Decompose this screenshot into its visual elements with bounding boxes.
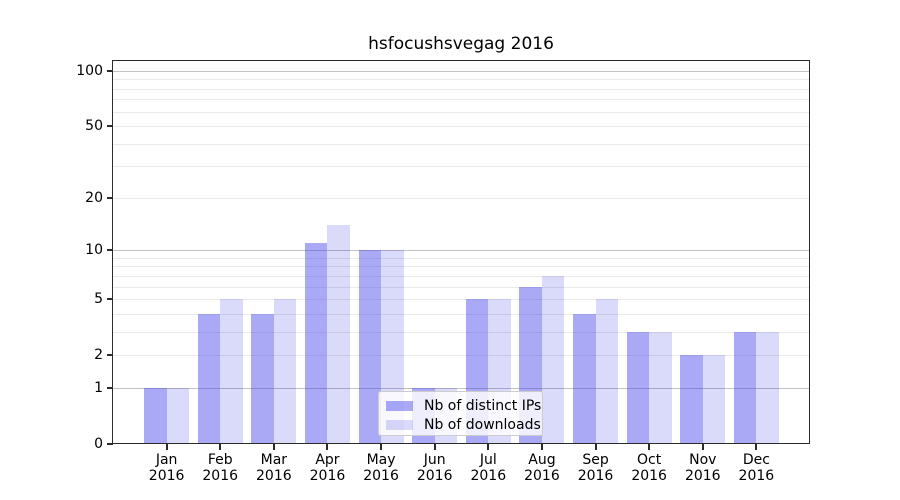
chart-title: hsfocushsvegag 2016 [368, 34, 554, 54]
x-tick-mark [540, 444, 543, 450]
x-tick-mark [380, 444, 383, 450]
gridline-minor [113, 197, 810, 199]
x-tick-label-month: May [366, 452, 396, 468]
y-tick-label: 1 [94, 379, 103, 396]
bar-downloads-nov [702, 355, 726, 444]
bar-ips-mar [251, 313, 274, 444]
x-tick-label-month: Jun [423, 452, 446, 468]
gridline-major [113, 250, 810, 252]
gridline-minor [113, 111, 810, 113]
x-tick-mark [701, 444, 704, 450]
x-tick-label-year: 2016 [738, 468, 775, 484]
bar-downloads-mar [273, 299, 297, 444]
x-tick-label-month: Jan [155, 452, 178, 468]
x-tick-label-year: 2016 [363, 468, 399, 484]
bar-ips-feb [197, 313, 221, 444]
x-tick-label-year: 2016 [470, 468, 507, 484]
gridline-minor [113, 331, 810, 333]
x-tick-label-year: 2016 [416, 468, 453, 484]
bar-downloads-oct [649, 331, 672, 444]
gridline-minor [113, 88, 810, 90]
gridline-minor [113, 257, 810, 259]
y-tick-label: 10 [85, 242, 103, 259]
y-tick-label: 20 [85, 189, 103, 206]
x-tick-label-year: 2016 [524, 468, 560, 484]
y-tick-mark [107, 125, 113, 128]
bar-ips-nov [680, 355, 703, 444]
gridline-minor [113, 313, 810, 315]
x-tick-mark [648, 444, 651, 450]
gridline-minor [113, 166, 810, 168]
x-tick-label-year: 2016 [684, 468, 721, 484]
gridline-minor [113, 143, 810, 145]
x-tick-label-month: Apr [315, 452, 340, 468]
y-tick-mark [107, 298, 113, 301]
y-tick-mark [107, 443, 113, 445]
y-tick-mark [107, 354, 113, 357]
legend-item-distinct-ips: Nb of distinct IPs [379, 396, 542, 415]
gridline-minor [113, 79, 810, 81]
bar-ips-oct [626, 331, 650, 444]
y-tick-label: 100 [76, 62, 103, 79]
y-tick-label: 2 [94, 347, 103, 364]
x-tick-mark [594, 444, 597, 450]
bar-ips-jan [144, 387, 167, 444]
gridline-minor [113, 126, 810, 128]
gridline-major [113, 70, 810, 72]
gridline-minor [113, 355, 810, 357]
y-tick-label: 0 [94, 436, 103, 452]
bar-ips-may [358, 250, 382, 444]
x-tick-mark [755, 444, 758, 450]
gridline-minor [113, 299, 810, 301]
x-tick-mark [219, 444, 222, 450]
bar-ips-dec [733, 331, 757, 444]
x-tick-label-month: Oct [637, 452, 662, 468]
x-tick-mark [165, 444, 168, 450]
x-tick-label-year: 2016 [631, 468, 667, 484]
x-tick-mark [487, 444, 490, 450]
x-tick-label-month: Jul [479, 452, 497, 468]
bar-downloads-sep [595, 299, 619, 444]
x-tick-label-month: Aug [528, 452, 556, 468]
y-tick-label: 50 [85, 118, 103, 135]
x-tick-label-month: Mar [260, 452, 288, 468]
legend-swatch-downloads [386, 419, 413, 430]
bar-downloads-dec [756, 331, 779, 444]
gridline-minor [113, 99, 810, 101]
x-tick-label-year: 2016 [256, 468, 292, 484]
x-tick-label-year: 2016 [309, 468, 346, 484]
x-tick-label-month: Feb [207, 452, 233, 468]
legend-swatch-distinct-ips [386, 400, 413, 411]
bar-downloads-feb [220, 299, 243, 444]
legend-item-downloads: Nb of downloads [379, 415, 542, 434]
legend: Nb of distinct IPs Nb of downloads [378, 391, 543, 436]
bar-downloads-apr [327, 225, 350, 444]
legend-label-downloads: Nb of downloads [424, 416, 541, 433]
y-tick-mark [107, 196, 113, 199]
bar-ips-sep [573, 313, 596, 444]
y-tick-mark [107, 69, 113, 72]
plot-area [113, 61, 810, 444]
x-tick-label-year: 2016 [577, 468, 614, 484]
gridline-minor [113, 275, 810, 277]
x-tick-mark [433, 444, 436, 450]
bar-ips-apr [304, 243, 328, 444]
y-tick-mark [107, 249, 113, 252]
gridline-minor [113, 266, 810, 268]
x-tick-label-month: Nov [689, 452, 717, 468]
y-tick-mark [107, 386, 113, 389]
x-tick-label-year: 2016 [202, 468, 239, 484]
x-tick-label-month: Sep [582, 452, 609, 468]
x-tick-label-month: Dec [742, 452, 770, 468]
x-tick-mark [272, 444, 275, 450]
x-tick-label-year: 2016 [148, 468, 185, 484]
x-tick-mark [326, 444, 329, 450]
bar-downloads-jan [166, 387, 190, 444]
bar-downloads-aug [541, 275, 565, 444]
legend-label-distinct-ips: Nb of distinct IPs [424, 397, 542, 414]
y-tick-label: 5 [94, 291, 103, 308]
gridline-major [113, 387, 810, 389]
gridline-minor [113, 286, 810, 288]
